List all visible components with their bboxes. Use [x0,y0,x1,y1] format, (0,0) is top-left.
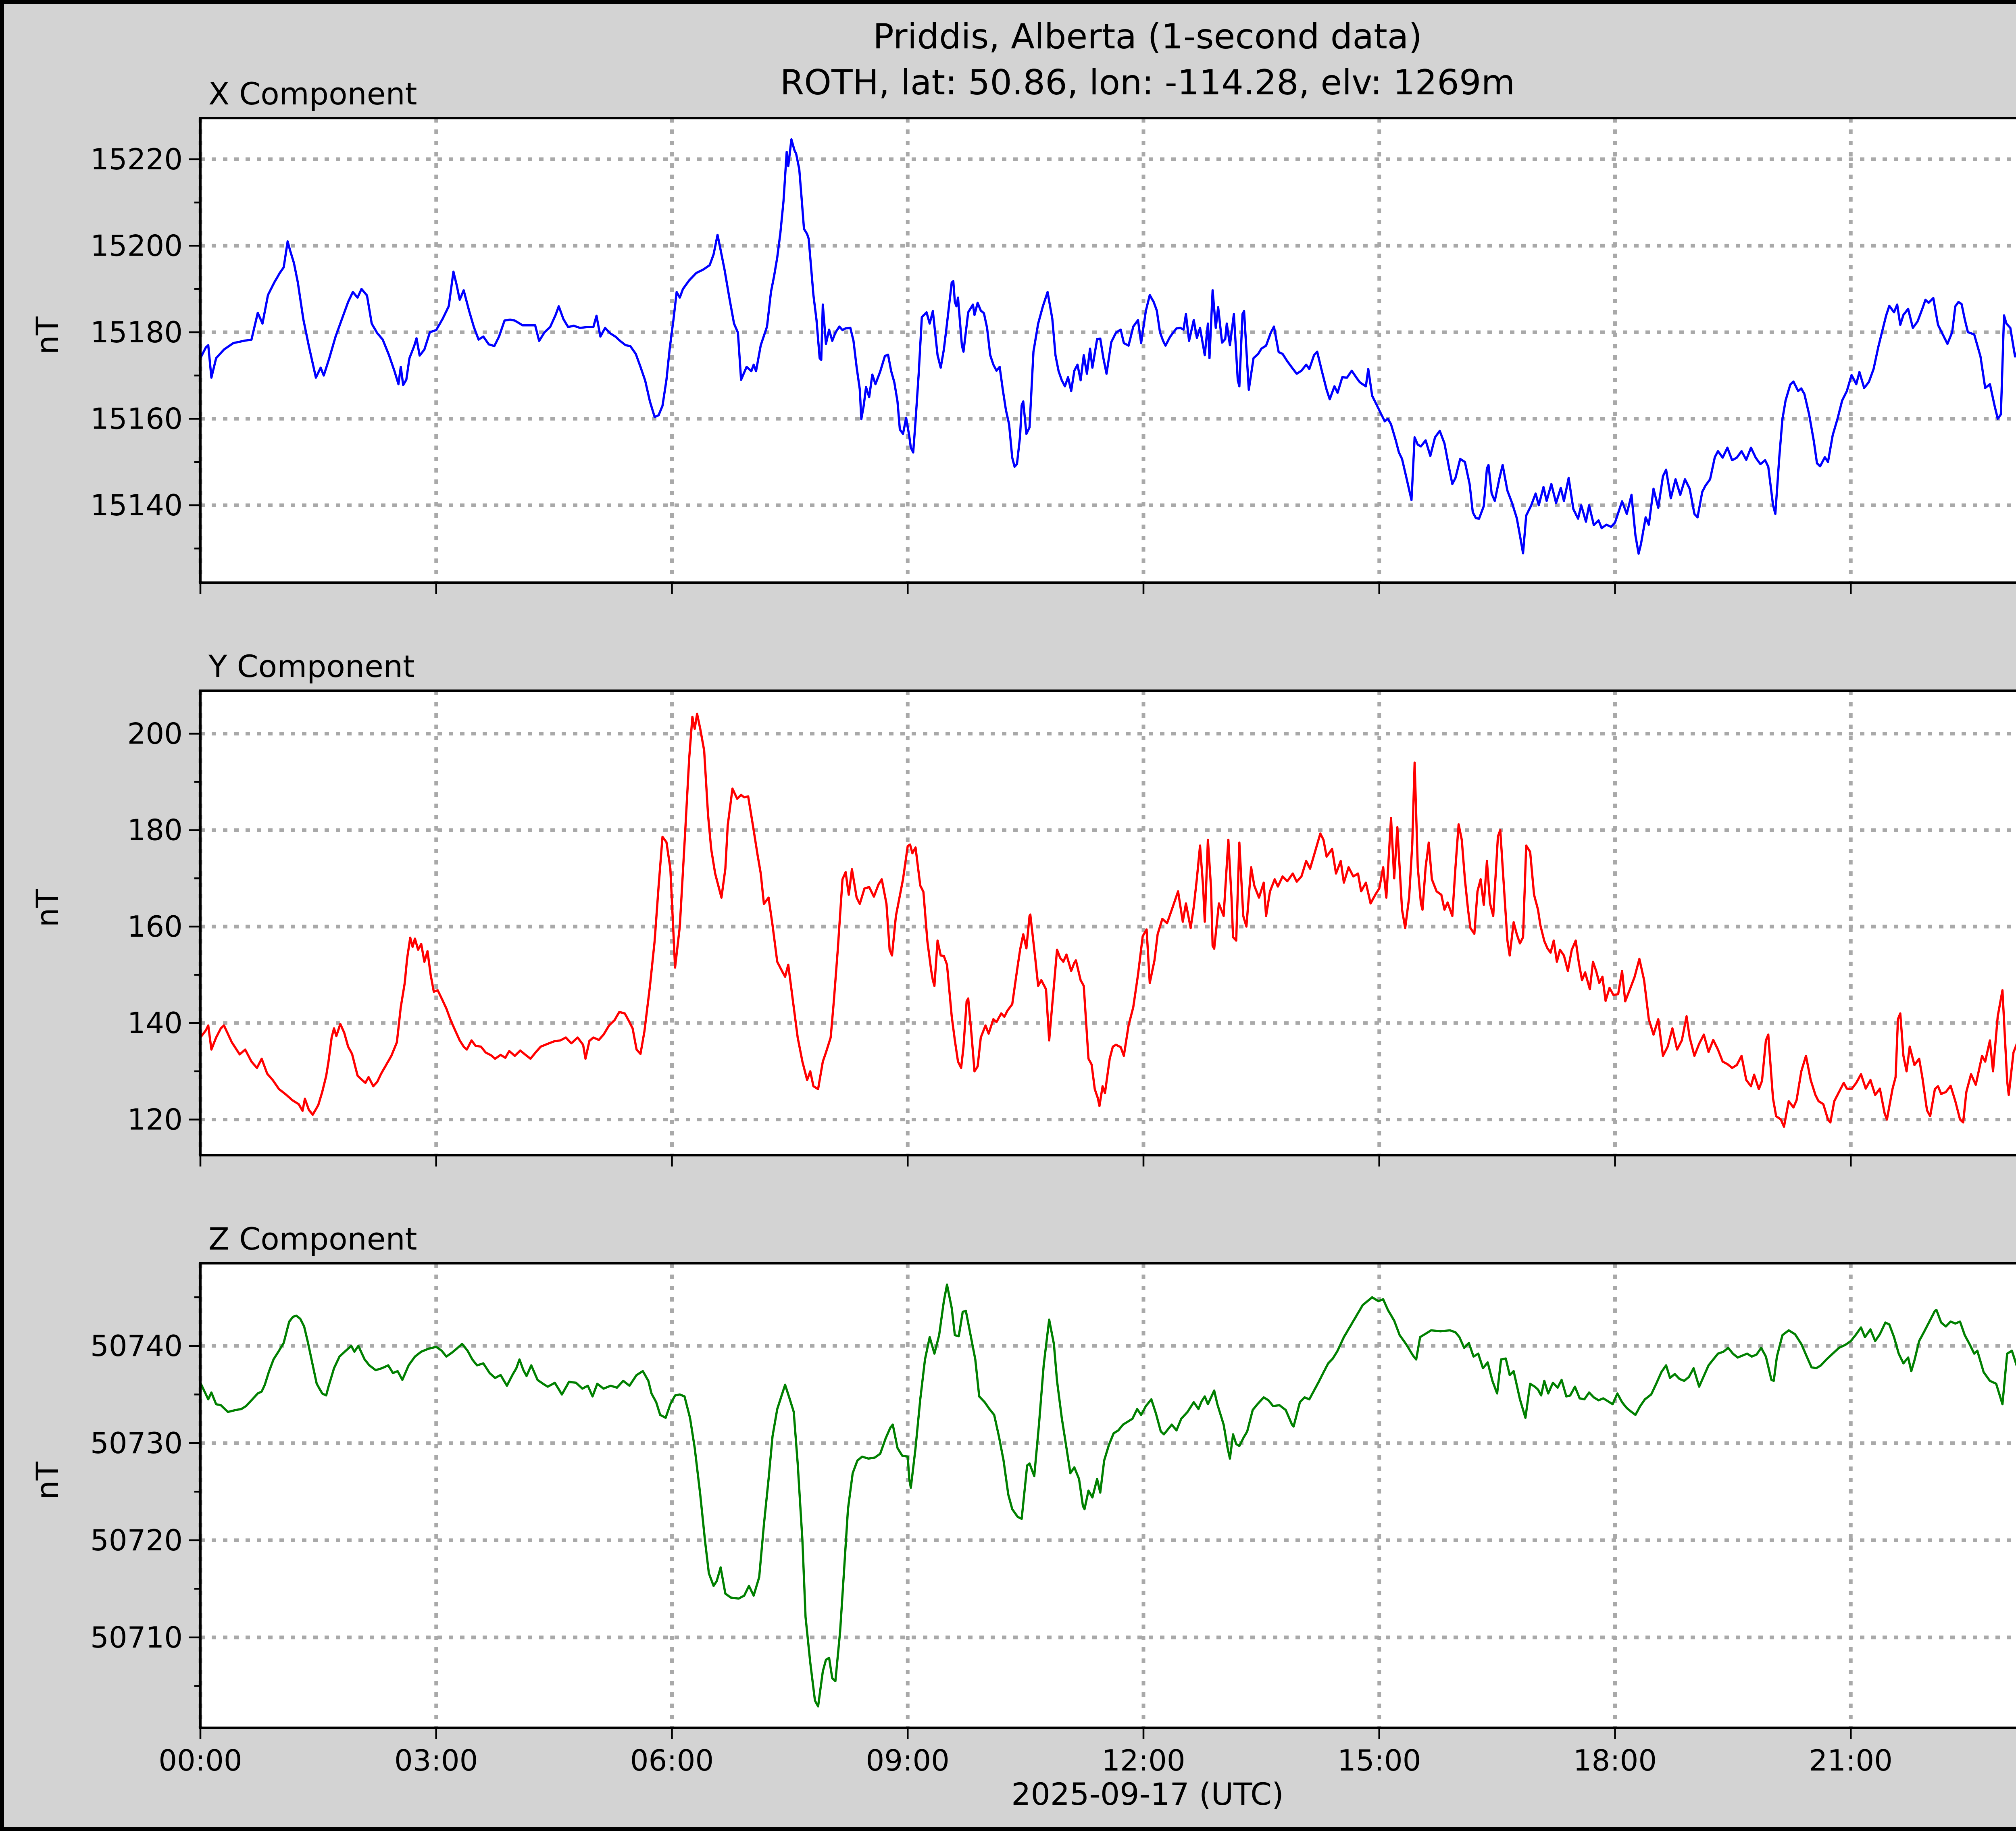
xtick-label-time: 15:00 [1337,1744,1421,1777]
plot-area-x-component [200,118,2016,583]
xtick-label-time: 00:00 [158,1744,242,1777]
chart-title-line2: ROTH, lat: 50.86, lon: -114.28, elv: 126… [780,62,1515,103]
subplot-label-z-component: Z Component [208,1221,417,1257]
ytick-label-y-component: 180 [127,813,183,847]
chart-title-line1: Priddis, Alberta (1-second data) [873,17,1422,57]
subplot-label-y-component: Y Component [208,648,415,684]
ytick-label-x-component: 15160 [90,402,183,435]
ytick-label-x-component: 15200 [90,229,183,262]
ytick-label-z-component: 50720 [90,1523,183,1557]
xtick-label-time: 03:00 [394,1744,478,1777]
xtick-label-time: 21:00 [1809,1744,1893,1777]
ytick-label-x-component: 15220 [90,142,183,176]
ytick-label-y-component: 200 [127,717,183,750]
ytick-label-y-component: 160 [127,910,183,944]
ytick-label-y-component: 140 [127,1006,183,1040]
chart-canvas: 15140 15160 15180 15200 15220 120 140 160 180 200… [90,117,2016,1777]
data-line-x-component [199,138,2016,555]
xlabel-date-utc: 2025-09-17 (UTC) [1011,1776,1284,1812]
ytick-label-y-component: 120 [127,1102,183,1136]
ytick-label-z-component: 50730 [90,1426,183,1460]
xtick-label-time: 06:00 [630,1744,714,1777]
subplot-label-x-component: X Component [208,76,417,112]
data-line-y-component [199,712,2016,1128]
ytick-label-z-component: 50710 [90,1621,183,1654]
data-line-z-component [199,1283,2016,1708]
ytick-label-x-component: 15180 [90,315,183,349]
xtick-label-time: 12:00 [1102,1744,1185,1777]
xtick-label-time: 18:00 [1573,1744,1657,1777]
plot-area-z-component [200,1263,2016,1728]
plot-area-y-component [200,691,2016,1155]
xtick-label-time: 09:00 [866,1744,950,1777]
ytick-label-z-component: 50740 [90,1329,183,1363]
ytick-label-x-component: 15140 [90,488,183,522]
